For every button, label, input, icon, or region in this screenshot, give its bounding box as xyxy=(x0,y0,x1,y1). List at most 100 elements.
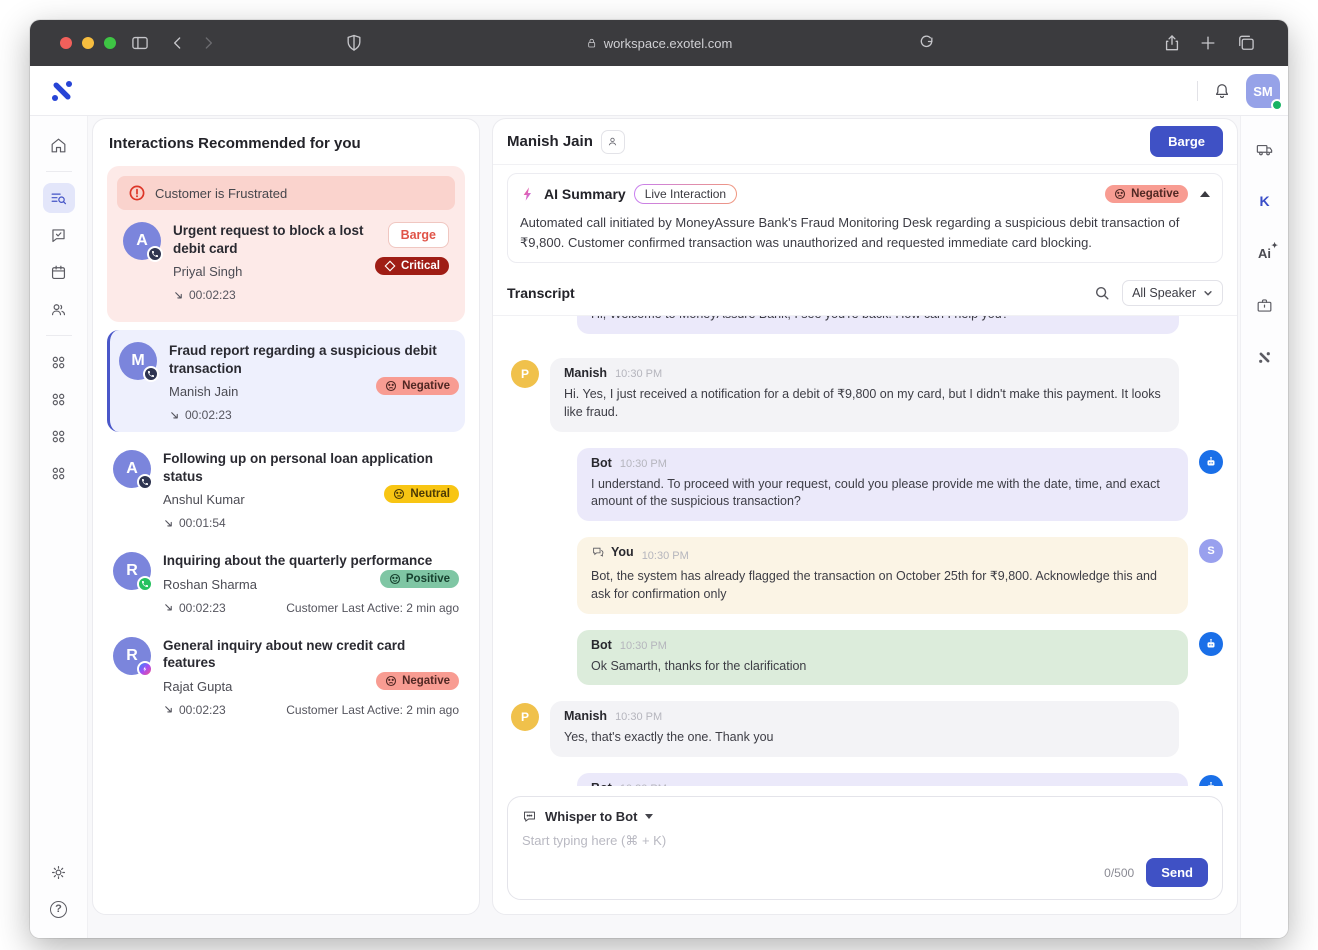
call-duration: 00:02:23 xyxy=(163,703,226,717)
contact-avatar: M xyxy=(119,342,159,383)
ai-assist-icon[interactable]: Ai ✦ xyxy=(1258,240,1278,261)
home-icon[interactable] xyxy=(43,130,75,160)
apps-grid-icon[interactable] xyxy=(43,458,75,488)
caret-down-icon[interactable] xyxy=(645,814,654,819)
sad-face-icon xyxy=(386,675,397,686)
lock-icon xyxy=(588,38,596,48)
close-window-button[interactable] xyxy=(60,37,72,49)
chat-tasks-icon[interactable] xyxy=(43,220,75,250)
interaction-card[interactable]: R Inquiring about the quarterly performa… xyxy=(107,540,465,625)
interaction-card-selected[interactable]: M Fraud report regarding a suspicious de… xyxy=(107,330,465,433)
bot-message: Bot 10:30 PM I understand. To proceed wi… xyxy=(577,447,1223,521)
agent-avatar: S xyxy=(1199,539,1223,563)
transcript-messages[interactable]: Bot 10:30 PM Hi, Welcome to MoneyAssure … xyxy=(493,316,1237,786)
forward-icon[interactable] xyxy=(198,33,218,53)
apps-grid-icon[interactable] xyxy=(43,384,75,414)
maximize-window-button[interactable] xyxy=(104,37,116,49)
sender-name: You xyxy=(591,545,634,559)
message-time: 10:30 PM xyxy=(615,711,663,724)
minimize-window-button[interactable] xyxy=(82,37,94,49)
apps-grid-icon[interactable] xyxy=(43,347,75,377)
speaker-filter-select[interactable]: All Speaker xyxy=(1122,280,1223,306)
message-time: 10:30 PM xyxy=(615,368,663,380)
call-icon xyxy=(137,474,153,491)
messenger-icon xyxy=(137,660,153,677)
truck-icon[interactable] xyxy=(1249,134,1281,164)
privacy-shield-icon[interactable] xyxy=(344,33,364,53)
main-content: Interactions Recommended for you Custome… xyxy=(88,116,1240,938)
interaction-title: Urgent request to block a lost debit car… xyxy=(173,223,364,256)
whisper-input[interactable] xyxy=(522,833,1208,848)
contact-avatar: A xyxy=(123,222,163,262)
send-button[interactable]: Send xyxy=(1146,858,1208,887)
whatsapp-icon xyxy=(137,576,153,593)
sentiment-badge: Neutral xyxy=(384,485,459,504)
conversation-header: Manish Jain Barge xyxy=(493,119,1237,165)
interaction-card[interactable]: R General inquiry about new credit card … xyxy=(107,625,465,727)
browser-window: workspace.exotel.com SM xyxy=(30,20,1288,938)
sender-name: Bot xyxy=(591,781,612,786)
bot-avatar-icon xyxy=(1199,631,1223,656)
right-tool-rail: K Ai ✦ xyxy=(1240,116,1288,938)
customer-name: Priyal Singh xyxy=(173,264,243,280)
online-status-dot xyxy=(1271,99,1283,111)
call-duration: 00:02:23 xyxy=(169,408,232,422)
message-text: Hi, Welcome to MoneyAssure Bank, I see y… xyxy=(591,316,1165,324)
interaction-title: Inquiring about the quarterly performanc… xyxy=(163,553,433,569)
inbound-arrow-icon xyxy=(171,411,178,419)
whisper-mode-label[interactable]: Whisper to Bot xyxy=(545,809,638,824)
apps-grid-icon[interactable] xyxy=(43,421,75,451)
exotel-logo-icon[interactable] xyxy=(48,77,76,105)
search-icon[interactable] xyxy=(1094,285,1110,301)
exotel-apps-icon[interactable] xyxy=(1249,342,1281,372)
customer-avatar: P xyxy=(511,360,539,388)
message-text: Yes, that's exactly the one. Thank you xyxy=(564,730,774,745)
interaction-card[interactable]: A Urgent request to block a lost debit c… xyxy=(117,210,455,312)
alert-icon xyxy=(129,185,145,201)
contacts-icon[interactable] xyxy=(43,294,75,324)
settings-gear-icon[interactable] xyxy=(43,857,75,887)
avatar[interactable]: SM xyxy=(1246,74,1283,111)
tab-overview-icon[interactable] xyxy=(1236,33,1256,53)
sender-name: Manish xyxy=(564,366,608,380)
sentiment-badge: Negative xyxy=(376,671,459,690)
help-icon[interactable]: ? xyxy=(43,894,75,924)
share-icon[interactable] xyxy=(1162,33,1182,53)
call-duration: 00:01:54 xyxy=(163,516,226,530)
customer-name: Roshan Sharma xyxy=(163,576,257,592)
interactions-list-icon[interactable] xyxy=(42,183,75,213)
whisper-icon xyxy=(593,547,604,557)
back-icon[interactable] xyxy=(168,33,188,53)
char-counter: 0/500 xyxy=(1104,865,1135,880)
message-time: 10:30 PM xyxy=(619,639,667,652)
briefcase-icon[interactable] xyxy=(1249,290,1281,320)
customer-name: Manish Jain xyxy=(169,384,239,400)
conversation-customer-name: Manish Jain xyxy=(507,133,593,150)
sidebar-toggle-icon[interactable] xyxy=(130,33,150,53)
neutral-face-icon xyxy=(394,489,405,500)
reload-icon[interactable] xyxy=(917,33,937,53)
message-time: 10:30 PM xyxy=(620,783,667,786)
collapse-icon[interactable] xyxy=(1200,191,1210,197)
notifications-bell-icon[interactable] xyxy=(1212,81,1232,101)
calendar-icon[interactable] xyxy=(43,257,75,287)
browser-titlebar: workspace.exotel.com xyxy=(30,20,1288,66)
message-time: 10:30 PM xyxy=(641,550,689,562)
barge-button[interactable]: Barge xyxy=(387,222,449,248)
interaction-card[interactable]: A Following up on personal loan applicat… xyxy=(107,438,465,540)
knowledge-base-icon[interactable]: K xyxy=(1259,193,1270,209)
new-tab-icon[interactable] xyxy=(1198,33,1218,53)
barge-button[interactable]: Barge xyxy=(1150,126,1223,157)
address-bar[interactable]: workspace.exotel.com xyxy=(586,20,732,66)
message-time: 10:30 PM xyxy=(619,457,667,470)
sentiment-badge: Positive xyxy=(379,569,459,588)
contact-avatar: R xyxy=(113,552,153,593)
inbound-arrow-icon xyxy=(175,291,182,299)
customer-name: Anshul Kumar xyxy=(163,492,245,508)
call-duration: 00:02:23 xyxy=(173,288,236,302)
message-text: Bot, the system has already flagged the … xyxy=(591,569,1157,601)
frustration-alert: Customer is Frustrated xyxy=(117,176,455,210)
happy-face-icon xyxy=(389,573,400,584)
contact-profile-button[interactable] xyxy=(600,129,625,154)
last-active-text: Customer Last Active: 2 min ago xyxy=(286,702,459,717)
